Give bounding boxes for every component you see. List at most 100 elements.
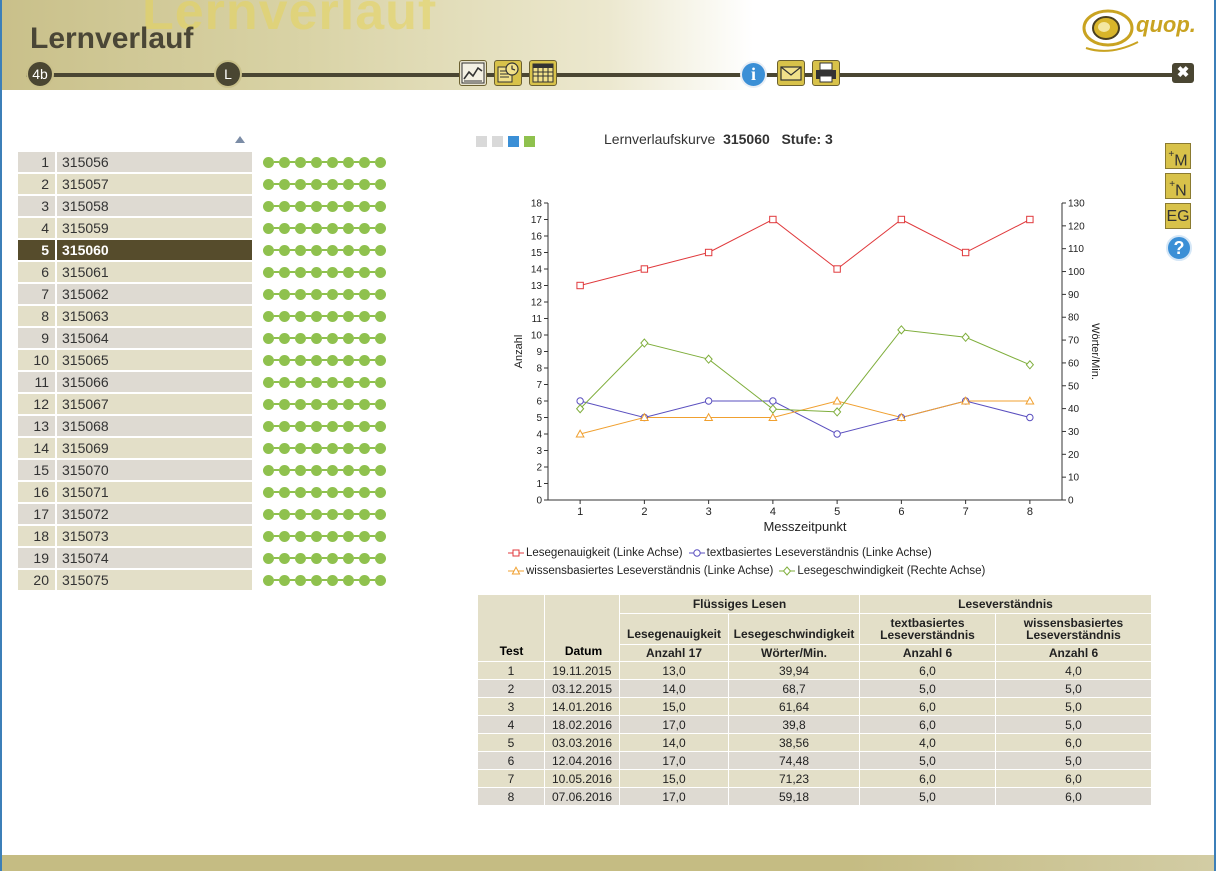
table-row: 4 18.02.2016 17,0 39,8 6,0 5,0 — [477, 715, 1152, 734]
dot-connector — [290, 557, 295, 559]
student-row[interactable]: 10 315065 — [18, 349, 398, 371]
progress-dot — [295, 574, 306, 586]
progress-dots — [263, 419, 386, 433]
x-tick-label: 5 — [834, 506, 840, 518]
add-m-button[interactable]: +M — [1165, 143, 1191, 169]
progress-dot — [295, 508, 306, 520]
student-row[interactable]: 12 315067 — [18, 393, 398, 415]
close-button[interactable]: ✖ — [1172, 63, 1194, 83]
view-switch-square[interactable] — [492, 136, 503, 147]
chart-title-level: Stufe: 3 — [781, 131, 833, 147]
student-row[interactable]: 9 315064 — [18, 327, 398, 349]
dot-connector — [354, 535, 359, 537]
progress-dot — [263, 420, 274, 432]
student-code: 315066 — [57, 372, 252, 392]
student-row[interactable]: 1 315056 — [18, 151, 398, 173]
table-cell: 17,0 — [619, 787, 729, 806]
dot-connector — [290, 227, 295, 229]
student-row[interactable]: 16 315071 — [18, 481, 398, 503]
student-row[interactable]: 3 315058 — [18, 195, 398, 217]
table-cell: 59,18 — [728, 787, 860, 806]
dot-connector — [370, 315, 375, 317]
print-button[interactable] — [812, 60, 840, 86]
progress-dot — [343, 508, 354, 520]
progress-dot — [311, 332, 322, 344]
student-row[interactable]: 7 315062 — [18, 283, 398, 305]
legend-line: Lesegenauigkeit (Linke Achse) textbasiert… — [508, 544, 1048, 562]
student-row[interactable]: 19 315074 — [18, 547, 398, 569]
data-point — [961, 248, 970, 257]
y2-tick-label: 0 — [1068, 496, 1074, 507]
dot-connector — [354, 249, 359, 251]
student-row[interactable]: 18 315073 — [18, 525, 398, 547]
progress-dot — [375, 266, 386, 278]
dot-connector — [370, 579, 375, 581]
dot-connector — [338, 381, 343, 383]
dot-connector — [274, 491, 279, 493]
student-row[interactable]: 20 315075 — [18, 569, 398, 591]
class-badge-button[interactable]: 4b — [26, 60, 54, 88]
progress-dot — [359, 464, 370, 476]
y2-tick-label: 80 — [1068, 313, 1080, 324]
student-row[interactable]: 13 315068 — [18, 415, 398, 437]
teacher-badge-button[interactable]: L — [214, 60, 242, 88]
student-row[interactable]: 15 315070 — [18, 459, 398, 481]
progress-dot — [343, 420, 354, 432]
dot-connector — [290, 469, 295, 471]
progress-dot — [359, 530, 370, 542]
dot-connector — [274, 205, 279, 207]
student-row[interactable]: 4 315059 — [18, 217, 398, 239]
student-row[interactable]: 17 315072 — [18, 503, 398, 525]
eg-button[interactable]: EG — [1165, 203, 1191, 229]
data-point — [897, 325, 906, 335]
dot-connector — [338, 161, 343, 163]
dot-connector — [338, 205, 343, 207]
dot-connector — [322, 359, 327, 361]
sort-ascending-icon[interactable] — [235, 136, 245, 143]
dot-connector — [370, 271, 375, 273]
progress-dot — [263, 530, 274, 542]
chart-icon — [461, 62, 485, 84]
progress-dot — [263, 266, 274, 278]
table-cell: 15,0 — [619, 697, 729, 716]
progress-dot — [359, 200, 370, 212]
dot-connector — [338, 557, 343, 559]
student-row[interactable]: 8 315063 — [18, 305, 398, 327]
header-fluency: Flüssiges Lesen — [619, 594, 860, 614]
student-row[interactable]: 11 315066 — [18, 371, 398, 393]
dot-connector — [338, 315, 343, 317]
progress-dot — [327, 222, 338, 234]
dot-connector — [274, 249, 279, 251]
add-n-button[interactable]: +N — [1165, 173, 1191, 199]
student-row[interactable]: 6 315061 — [18, 261, 398, 283]
student-row[interactable]: 14 315069 — [18, 437, 398, 459]
table-view-button[interactable] — [529, 60, 557, 86]
dot-connector — [274, 579, 279, 581]
y2-tick-label: 60 — [1068, 358, 1080, 369]
progress-dot — [263, 552, 274, 564]
progress-dot — [327, 332, 338, 344]
info-button[interactable]: i — [740, 61, 767, 88]
progress-dot — [359, 508, 370, 520]
student-row[interactable]: 5 315060 — [18, 239, 398, 261]
dot-connector — [354, 469, 359, 471]
view-switch-square[interactable] — [476, 136, 487, 147]
progress-dot — [295, 354, 306, 366]
dot-connector — [290, 491, 295, 493]
progress-dots — [263, 309, 386, 323]
progress-dot — [263, 398, 274, 410]
help-button[interactable]: ? — [1166, 235, 1192, 261]
progress-dot — [359, 486, 370, 498]
chart-view-button[interactable] — [459, 60, 487, 86]
student-row[interactable]: 2 315057 — [18, 173, 398, 195]
view-switch-square[interactable] — [508, 136, 519, 147]
table-row: 3 14.01.2016 15,0 61,64 6,0 5,0 — [477, 697, 1152, 716]
schedule-button[interactable] — [494, 60, 522, 86]
student-number: 13 — [18, 416, 55, 436]
dot-connector — [306, 205, 311, 207]
mail-button[interactable] — [777, 60, 805, 86]
dot-connector — [306, 403, 311, 405]
view-switch-square[interactable] — [524, 136, 535, 147]
footer-bar — [2, 855, 1214, 871]
progress-dot — [311, 354, 322, 366]
